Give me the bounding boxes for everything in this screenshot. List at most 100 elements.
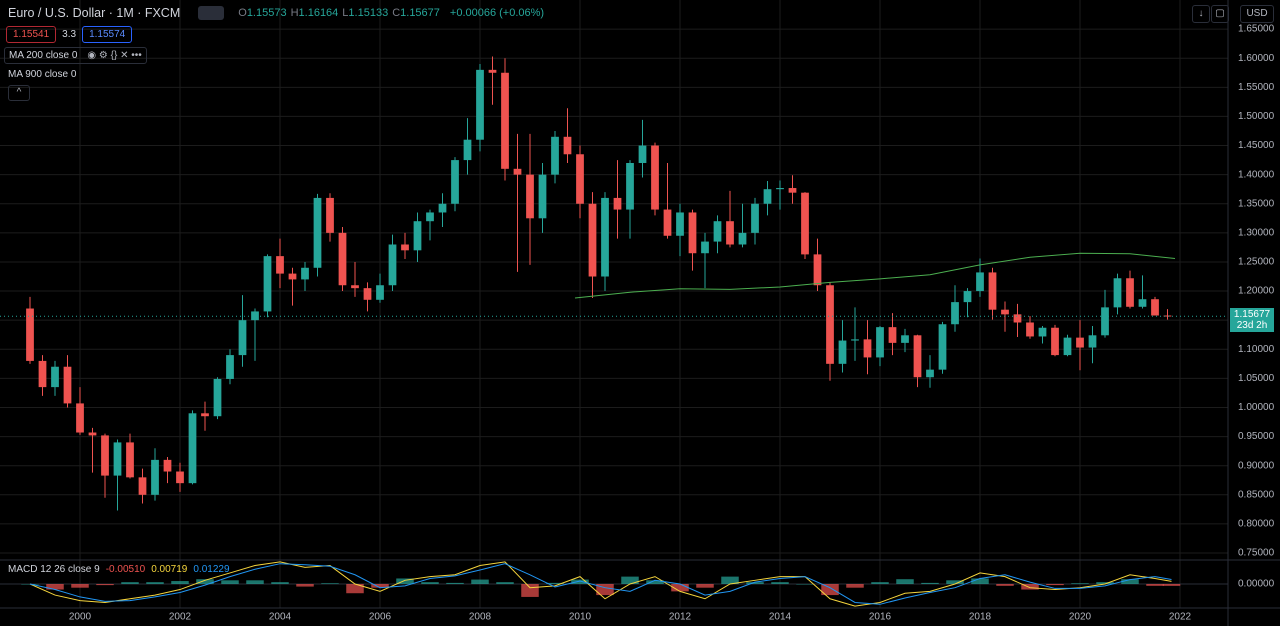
y-tick-label: 1.65000 — [1238, 24, 1275, 35]
macd-value: 0.00719 — [151, 564, 188, 575]
trade-row: 1.15541 3.3 1.15574 — [6, 26, 133, 43]
macd-histogram-bar — [71, 584, 89, 588]
ohlc-value: 1.15573 — [246, 7, 287, 19]
macd-histogram-bar — [146, 582, 164, 584]
indicator-label: MA 200 close 0 — [9, 50, 78, 61]
candle-body — [938, 324, 947, 370]
badge[interactable] — [198, 6, 225, 20]
macd-histogram-bar — [496, 582, 514, 584]
macd-histogram-bar — [1021, 584, 1039, 590]
candle-body — [313, 197, 322, 268]
candle-body — [763, 189, 772, 204]
download-button[interactable]: ↓ — [1192, 5, 1210, 23]
candle-body — [701, 241, 709, 254]
y-tick-label: 1.10000 — [1238, 344, 1275, 355]
macd-histogram-bar — [471, 579, 489, 584]
candle-body — [538, 174, 547, 219]
candle-body — [813, 254, 822, 286]
macd-line — [29, 561, 1172, 607]
candle-body — [26, 308, 34, 361]
candle-body — [1126, 278, 1134, 307]
macd-histogram-bar — [421, 582, 439, 584]
candle-body — [651, 145, 659, 210]
candle-body — [638, 145, 647, 163]
candle-body — [276, 256, 284, 274]
icon[interactable]: ◉ ⚙ {} ✕ ••• — [87, 50, 142, 61]
indicator-label: MA 900 close 0 — [8, 69, 77, 80]
buy-button[interactable]: 1.15574 — [82, 26, 133, 43]
candle-body — [1101, 307, 1109, 336]
candle-body — [476, 69, 484, 140]
macd-histogram-bar — [546, 582, 564, 584]
candle-body — [338, 232, 347, 286]
candle-body — [176, 471, 184, 484]
candle-body — [451, 160, 459, 204]
candle-body — [1076, 337, 1084, 348]
y-tick-label: 1.35000 — [1238, 198, 1275, 209]
collapse-button[interactable]: ^ — [8, 85, 30, 101]
candle-body — [613, 197, 622, 210]
candle-body — [788, 188, 797, 193]
candle-body — [963, 291, 972, 303]
macd-histogram-bar — [996, 584, 1014, 586]
candle-body — [563, 136, 572, 155]
macd-histogram-bar — [696, 584, 714, 588]
macd-legend: MACD 12 26 close 9 -0.00510 0.00719 0.01… — [8, 564, 230, 575]
candle-body — [88, 432, 97, 436]
macd-histogram-bar — [1071, 583, 1089, 584]
ohlc-key: L — [342, 7, 349, 19]
y-tick-label: 0.90000 — [1238, 460, 1275, 471]
macd-histogram-bar — [1096, 582, 1114, 584]
candle-body — [513, 168, 522, 175]
candle-body — [76, 403, 84, 433]
symbol-title[interactable]: Euro / U.S. Dollar · 1M · FXCM — [8, 6, 181, 20]
ohlc-key: C — [392, 7, 401, 19]
candle-body — [1163, 315, 1172, 317]
y-tick-label: 1.45000 — [1238, 140, 1275, 151]
countdown: 23d 2h — [1236, 320, 1268, 332]
candle-body — [1038, 327, 1047, 337]
candle-body — [326, 197, 334, 233]
candle-body — [238, 320, 247, 356]
x-tick-label: 2016 — [869, 612, 892, 623]
candle-body — [188, 413, 197, 484]
candle-body — [163, 459, 172, 472]
currency-button[interactable]: USD — [1240, 5, 1274, 23]
fullscreen-button[interactable]: ▢ — [1211, 5, 1229, 23]
macd-histogram-bar — [246, 580, 264, 584]
x-tick-label: 2002 — [169, 612, 192, 623]
x-tick-label: 2010 — [569, 612, 592, 623]
candle-body — [251, 311, 259, 321]
candle-body — [838, 340, 847, 364]
candle-body — [388, 244, 397, 286]
candle-body — [626, 162, 634, 210]
candle-body — [663, 209, 672, 236]
candle-body — [588, 203, 597, 277]
candle-body — [213, 378, 222, 417]
candle-body — [138, 477, 147, 495]
candle-body — [976, 272, 984, 292]
macd-histogram-bar — [46, 584, 64, 590]
candle-body — [951, 302, 959, 325]
candle-body — [351, 285, 359, 289]
y-tick-label: 0.75000 — [1238, 548, 1275, 559]
indicator-legend[interactable]: MA 900 close 0 — [4, 67, 80, 82]
y-tick-label: 0.95000 — [1238, 431, 1275, 442]
last-price-label: 1.15677 23d 2h — [1230, 308, 1274, 333]
candle-body — [438, 203, 447, 213]
candle-body — [288, 273, 297, 280]
candle-body — [863, 339, 872, 358]
y-tick-label: 1.00000 — [1238, 402, 1275, 413]
candle-body — [526, 174, 534, 219]
y-tick-label: 0.85000 — [1238, 489, 1275, 500]
candle-body — [876, 327, 884, 358]
ohlc-value: 1.15677 — [400, 7, 440, 19]
sell-button[interactable]: 1.15541 — [6, 26, 57, 43]
header: Euro / U.S. Dollar · 1M · FXCM O1.15573 H… — [8, 6, 544, 20]
y-tick-label: 1.05000 — [1238, 373, 1275, 384]
indicator-legend[interactable]: MA 200 close 0 ◉ ⚙ {} ✕ ••• — [4, 47, 147, 64]
candle-body — [1088, 335, 1097, 348]
macd-histogram-bar — [121, 582, 139, 584]
macd-histogram-bar — [596, 584, 614, 596]
